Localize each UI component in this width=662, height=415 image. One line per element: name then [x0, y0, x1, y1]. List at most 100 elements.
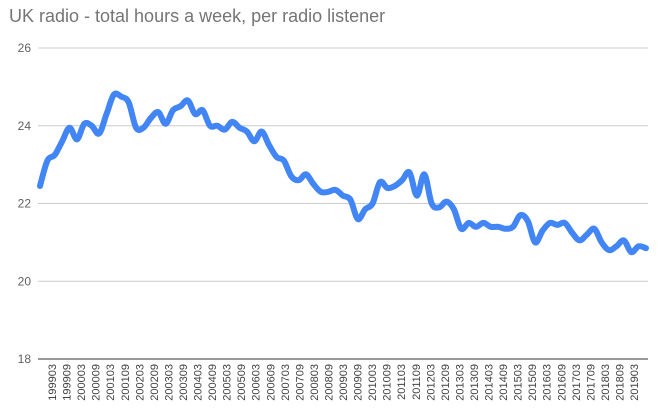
data-point [230, 119, 235, 124]
x-tick-label: 200309 [178, 364, 190, 401]
data-point [547, 220, 552, 225]
x-axis-ticks: 199903 199909 200003 200009 200103 200109 2002… [47, 364, 641, 401]
y-axis-ticks: 18 20 22 24 26 [18, 41, 32, 366]
series-line [37, 90, 649, 256]
data-point [326, 189, 331, 194]
x-tick-label: 201709 [585, 364, 597, 401]
data-point [119, 94, 124, 99]
x-tick-label: 200109 [120, 364, 132, 401]
x-tick-label: 201803 [600, 364, 612, 401]
data-point [304, 172, 309, 177]
x-tick-label: 201209 [440, 364, 452, 401]
data-point [111, 92, 116, 97]
series-layer [37, 90, 649, 256]
x-tick-label: 200909 [353, 364, 365, 401]
data-point [200, 108, 205, 113]
y-tick-label: 26 [18, 41, 32, 55]
data-point [60, 139, 65, 144]
x-tick-label: 199903 [47, 364, 59, 401]
data-point [636, 244, 641, 249]
data-point [481, 220, 486, 225]
y-tick-label: 18 [18, 352, 32, 366]
x-tick-label: 201203 [425, 364, 437, 401]
x-tick-label: 200103 [105, 364, 117, 401]
data-point [629, 250, 634, 255]
data-point [518, 213, 523, 218]
data-point [400, 178, 405, 183]
data-point [38, 184, 43, 189]
data-point [259, 129, 264, 134]
data-point [193, 112, 198, 117]
data-point [429, 201, 434, 206]
x-tick-label: 200703 [280, 364, 292, 401]
x-tick-label: 201809 [614, 364, 626, 401]
data-point [289, 174, 294, 179]
data-point [237, 125, 242, 130]
data-point [540, 228, 545, 233]
x-tick-label: 201603 [542, 364, 554, 401]
data-point [459, 226, 464, 231]
gridlines [38, 47, 648, 360]
x-tick-label: 200609 [265, 364, 277, 401]
data-point [614, 244, 619, 249]
data-point [621, 238, 626, 243]
data-point [607, 248, 612, 253]
data-point [141, 125, 146, 130]
x-tick-label: 201703 [571, 364, 583, 401]
data-point [215, 123, 220, 128]
x-tick-label: 201409 [498, 364, 510, 401]
x-tick-label: 199909 [62, 364, 74, 401]
data-point [385, 186, 390, 191]
data-point [592, 226, 597, 231]
x-tick-label: 201403 [484, 364, 496, 401]
data-point [511, 224, 516, 229]
x-tick-label: 200809 [323, 364, 335, 401]
data-point [466, 220, 471, 225]
data-point [496, 224, 501, 229]
data-point [422, 172, 427, 177]
data-point [577, 238, 582, 243]
data-point [185, 98, 190, 103]
data-point [148, 116, 153, 121]
x-tick-label: 200709 [294, 364, 306, 401]
y-tick-label: 20 [18, 274, 32, 288]
x-tick-label: 200003 [76, 364, 88, 401]
x-tick-label: 201003 [367, 364, 379, 401]
data-point [355, 217, 360, 222]
data-point [134, 125, 139, 130]
x-tick-label: 200209 [149, 364, 161, 401]
data-point [244, 129, 249, 134]
x-tick-label: 200803 [309, 364, 321, 401]
data-point [296, 178, 301, 183]
x-tick-label: 200603 [251, 364, 263, 401]
x-tick-label: 201103 [396, 364, 408, 400]
data-point [503, 226, 508, 231]
data-point [126, 100, 131, 105]
x-tick-label: 201903 [629, 364, 641, 401]
x-tick-label: 200903 [338, 364, 350, 401]
x-tick-label: 200403 [193, 364, 205, 401]
data-point [274, 154, 279, 159]
data-point [562, 220, 567, 225]
data-point [45, 158, 50, 163]
x-tick-label: 201009 [382, 364, 394, 401]
data-point [333, 187, 338, 192]
data-point [67, 125, 72, 130]
data-point [222, 127, 227, 132]
data-point [555, 222, 560, 227]
data-point [89, 123, 94, 128]
data-point [171, 108, 176, 113]
y-tick-label: 24 [18, 119, 32, 133]
data-point [341, 193, 346, 198]
x-tick-label: 200203 [134, 364, 146, 401]
x-tick-label: 201509 [527, 364, 539, 401]
data-point [163, 121, 168, 126]
data-point [533, 240, 538, 245]
data-point [407, 170, 412, 175]
data-point [104, 112, 109, 117]
data-point [82, 121, 87, 126]
data-point [570, 230, 575, 235]
data-point [52, 152, 57, 157]
data-point [178, 104, 183, 109]
